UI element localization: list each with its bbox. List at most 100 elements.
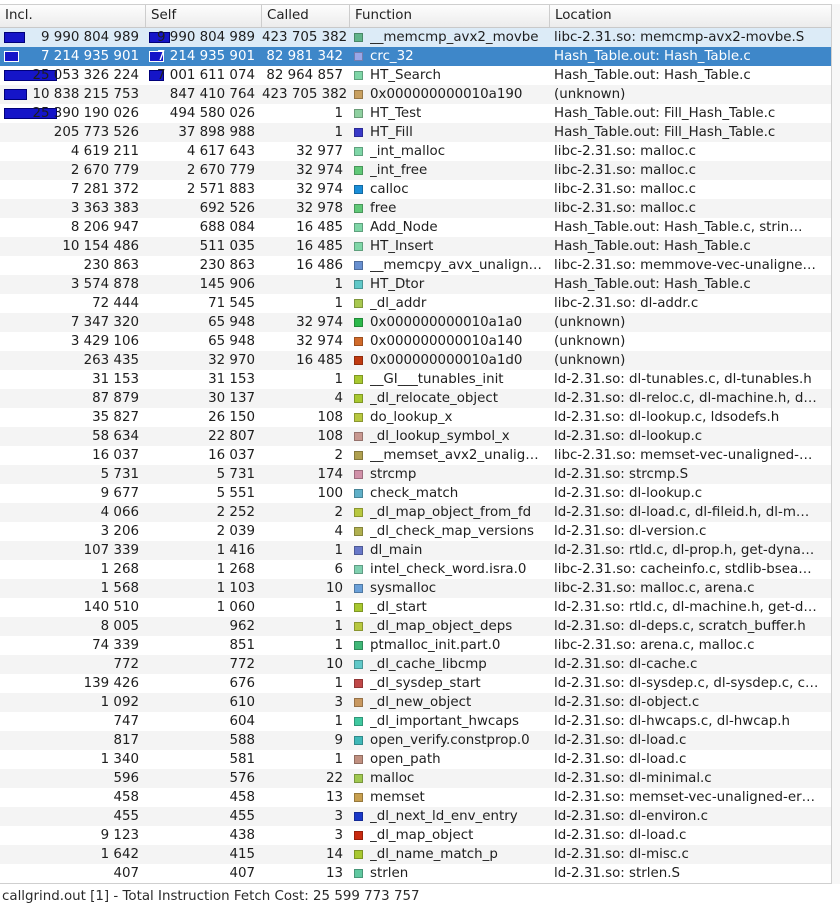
incl-cell: 205 773 526 [0,123,146,142]
table-row[interactable]: 1 092 610 3 _dl_new_object ld-2.31.so: dl-ob… [0,693,831,712]
table-row[interactable]: 1 268 1 268 6 intel_check_word.isra.0 libc-2… [0,560,831,579]
table-row[interactable]: 3 363 383 692 526 32 978 free libc-2.31.so: … [0,199,831,218]
table-row[interactable]: 747 604 1 _dl_important_hwcaps ld-2.31.so: d… [0,712,831,731]
table-row[interactable]: 58 634 22 807 108 _dl_lookup_symbol_x ld-2.3… [0,427,831,446]
location-text: ld-2.31.so: dl-tunables.c, dl-tunables.h [554,372,812,387]
table-row[interactable]: 455 455 3 _dl_next_ld_env_entry ld-2.31.so: … [0,807,831,826]
table-row[interactable]: 4 619 211 4 617 643 32 977 _int_malloc libc-… [0,142,831,161]
location-cell: ld-2.31.so: dl-lookup.c [550,427,831,446]
incl-cell: 58 634 [0,427,146,446]
cost-color-icon [354,375,363,384]
table-row[interactable]: 107 339 1 416 1 dl_main ld-2.31.so: rtld.c, … [0,541,831,560]
table-row[interactable]: 263 435 32 970 16 485 0x000000000010a1d0 (un… [0,351,831,370]
location-text: ld-2.31.so: rtld.c, dl-machine.h, get-d… [554,600,817,615]
column-header-called[interactable]: Called [262,5,350,27]
called-cell: 1 [334,106,343,121]
called-cell: 2 [334,505,343,520]
self-cell: 1 268 [146,560,262,579]
table-row[interactable]: 10 838 215 753 847 410 764 423 705 382 0x00… [0,85,831,104]
incl-value: 596 [113,771,139,786]
column-header-self[interactable]: Self [146,5,262,27]
table-row[interactable]: 72 444 71 545 1 _dl_addr libc-2.31.so: dl-ad… [0,294,831,313]
table-row[interactable]: 8 005 962 1 _dl_map_object_deps ld-2.31.so: … [0,617,831,636]
table-row[interactable]: 3 206 2 039 4 _dl_check_map_versions ld-2.31… [0,522,831,541]
incl-cell: 7 281 372 [0,180,146,199]
function-cell: strlen [350,864,550,883]
cost-color-icon [354,679,363,688]
cost-color-icon [354,128,363,137]
table-row[interactable]: 1 340 581 1 open_path ld-2.31.so: dl-load.c [0,750,831,769]
called-cell: 16 485 [296,220,343,235]
self-value: 610 [229,695,255,710]
table-row[interactable]: 7 214 935 901 7 214 935 901 82 981 342 crc_… [0,47,831,66]
table-row[interactable]: 1 568 1 103 10 sysmalloc libc-2.31.so: mallo… [0,579,831,598]
incl-value: 1 268 [100,562,139,577]
table-row[interactable]: 5 731 5 731 174 strcmp ld-2.31.so: strcmp.S [0,465,831,484]
incl-value: 9 990 804 989 [41,30,139,45]
table-row[interactable]: 4 066 2 252 2 _dl_map_object_from_fd ld-2.31… [0,503,831,522]
location-text: ld-2.31.so: dl-deps.c, scratch_buffer.h [554,619,806,634]
self-cell: 1 103 [146,579,262,598]
table-row[interactable]: 9 677 5 551 100 check_match ld-2.31.so: dl-l… [0,484,831,503]
table-row[interactable]: 9 123 438 3 _dl_map_object ld-2.31.so: dl-lo… [0,826,831,845]
location-text: ld-2.31.so: strcmp.S [554,467,689,482]
table-row[interactable]: 2 670 779 2 670 779 32 974 _int_free libc-2.… [0,161,831,180]
table-row[interactable]: 458 458 13 memset ld-2.31.so: memset-vec-una… [0,788,831,807]
table-row[interactable]: 817 588 9 open_verify.constprop.0 ld-2.31.so… [0,731,831,750]
table-row[interactable]: 74 339 851 1 ptmalloc_init.part.0 libc-2.31.… [0,636,831,655]
function-cell: _dl_new_object [350,693,550,712]
self-value: 30 137 [208,391,255,406]
table-row[interactable]: 16 037 16 037 2 __memset_avx2_unalig… libc-2… [0,446,831,465]
table-row[interactable]: 3 429 106 65 948 32 974 0x000000000010a140 (… [0,332,831,351]
cost-color-icon [354,432,363,441]
column-header-function[interactable]: Function [350,5,550,27]
self-value: 7 001 611 074 [157,68,255,83]
table-row[interactable]: 35 827 26 150 108 do_lookup_x ld-2.31.so: dl… [0,408,831,427]
incl-value: 458 [113,790,139,805]
vertical-scrollbar[interactable] [832,4,840,884]
table-row[interactable]: 139 426 676 1 _dl_sysdep_start ld-2.31.so: d… [0,674,831,693]
cost-color-icon [354,299,363,308]
called-cell: 32 974 [296,334,343,349]
table-body: 9 990 804 989 9 990 804 989 423 705 382 __m… [0,28,831,883]
table-row[interactable]: 3 574 878 145 906 1 HT_Dtor Hash_Table.out: … [0,275,831,294]
table-row[interactable]: 25 390 190 026 494 580 026 1 HT_Test Hash_Ta… [0,104,831,123]
self-value: 692 526 [199,201,255,216]
table-row[interactable]: 8 206 947 688 084 16 485 Add_Node Hash_Table… [0,218,831,237]
called-cell: 32 977 [296,144,343,159]
incl-cell: 35 827 [0,408,146,427]
table-row[interactable]: 230 863 230 863 16 486 __memcpy_avx_unalign… [0,256,831,275]
table-row[interactable]: 31 153 31 153 1 __GI___tunables_init ld-2.31… [0,370,831,389]
table-row[interactable]: 205 773 526 37 898 988 1 HT_Fill Hash_Table.… [0,123,831,142]
function-name: intel_check_word.isra.0 [370,562,527,577]
self-value: 5 731 [216,467,255,482]
incl-cell: 230 863 [0,256,146,275]
called-cell: 1 [334,296,343,311]
table-row[interactable]: 10 154 486 511 035 16 485 HT_Insert Hash_Tab… [0,237,831,256]
table-row[interactable]: 7 347 320 65 948 32 974 0x000000000010a1a0 (… [0,313,831,332]
function-name: _dl_map_object_from_fd [370,505,532,520]
table-row[interactable]: 1 642 415 14 _dl_name_match_p ld-2.31.so: dl… [0,845,831,864]
location-cell: ld-2.31.so: dl-object.c [550,693,831,712]
table-row[interactable]: 140 510 1 060 1 _dl_start ld-2.31.so: rtld.c… [0,598,831,617]
location-text: libc-2.31.so: memset-vec-unaligned-… [554,448,813,463]
table-row[interactable]: 25 053 326 224 7 001 611 074 82 964 857 HT_… [0,66,831,85]
table-row[interactable]: 7 281 372 2 571 883 32 974 calloc libc-2.31.… [0,180,831,199]
column-header-incl[interactable]: Incl. [0,5,146,27]
table-row[interactable]: 772 772 10 _dl_cache_libcmp ld-2.31.so: dl-c… [0,655,831,674]
self-cell: 494 580 026 [146,104,262,123]
self-cell: 230 863 [146,256,262,275]
cost-color-icon [354,755,363,764]
location-cell: ld-2.31.so: strcmp.S [550,465,831,484]
cost-color-icon [354,831,363,840]
table-row[interactable]: 596 576 22 malloc ld-2.31.so: dl-minimal.c [0,769,831,788]
function-cell: open_verify.constprop.0 [350,731,550,750]
table-row[interactable]: 407 407 13 strlen ld-2.31.so: strlen.S [0,864,831,883]
function-cell: _dl_relocate_object [350,389,550,408]
cost-color-icon [354,660,363,669]
table-row[interactable]: 9 990 804 989 9 990 804 989 423 705 382 __m… [0,28,831,47]
cost-color-icon [354,280,363,289]
table-row[interactable]: 87 879 30 137 4 _dl_relocate_object ld-2.31.… [0,389,831,408]
column-header-location[interactable]: Location [555,8,612,23]
self-cell: 2 571 883 [146,180,262,199]
